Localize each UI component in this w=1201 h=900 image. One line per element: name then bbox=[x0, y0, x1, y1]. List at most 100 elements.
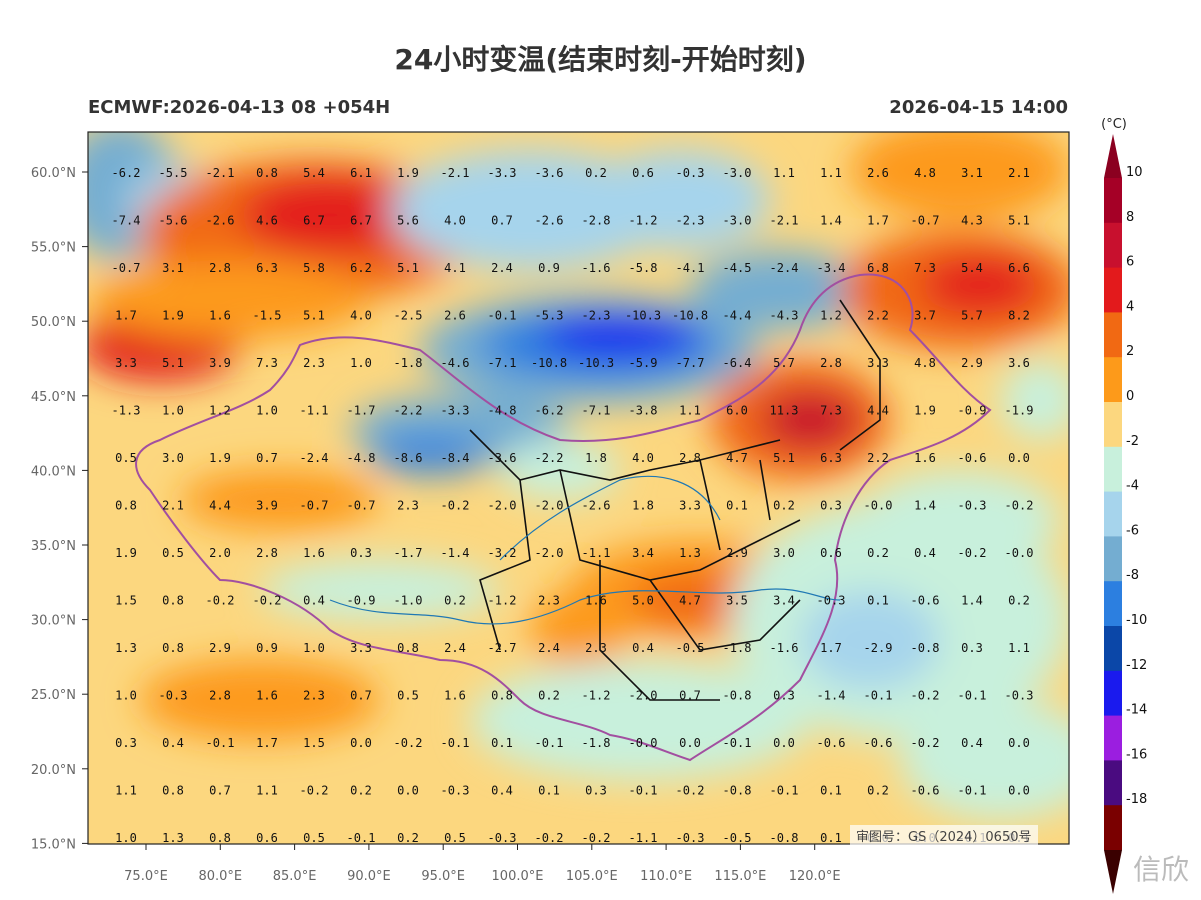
grid-value: -0.6 bbox=[911, 594, 940, 608]
grid-value: 2.8 bbox=[209, 261, 231, 275]
grid-value: -0.5 bbox=[676, 641, 705, 655]
lon-tick-label: 120.0°E bbox=[789, 869, 841, 884]
grid-value: 6.2 bbox=[350, 261, 372, 275]
grid-value: 2.1 bbox=[162, 499, 184, 513]
grid-value: 1.6 bbox=[444, 689, 466, 703]
colorbar: (°C) 10 8 6 4 2 0 -2 -4 -6 -8 -10 -12 -14 -16 -18 bbox=[1101, 117, 1147, 894]
grid-value: -0.1 bbox=[723, 736, 752, 750]
valid-time-label: 2026-04-15 14:00 bbox=[889, 97, 1068, 118]
grid-value: -0.1 bbox=[535, 736, 564, 750]
grid-value: -5.9 bbox=[629, 356, 658, 370]
grid-value: -2.4 bbox=[770, 261, 799, 275]
grid-value: -4.4 bbox=[723, 309, 752, 323]
grid-value: 2.4 bbox=[444, 641, 466, 655]
grid-value: -0.2 bbox=[1005, 499, 1034, 513]
grid-value: -4.3 bbox=[770, 309, 799, 323]
country-boundary bbox=[135, 273, 992, 762]
grid-value: 3.9 bbox=[209, 356, 231, 370]
grid-value: 0.0 bbox=[679, 736, 701, 750]
grid-value: 0.7 bbox=[491, 214, 513, 228]
grid-value: 0.8 bbox=[162, 784, 184, 798]
grid-value: 1.3 bbox=[162, 831, 184, 845]
grid-value: 1.0 bbox=[162, 404, 184, 418]
grid-value: 1.1 bbox=[256, 784, 278, 798]
grid-value: -4.8 bbox=[347, 451, 376, 465]
grid-value: -2.0 bbox=[488, 499, 517, 513]
lon-tick-label: 85.0°E bbox=[273, 869, 317, 884]
grid-value: -0.2 bbox=[911, 689, 940, 703]
grid-value: -0.2 bbox=[958, 546, 987, 560]
grid-value: 0.9 bbox=[256, 641, 278, 655]
grid-value: -0.8 bbox=[723, 689, 752, 703]
colorbar-label: 0 bbox=[1126, 389, 1134, 404]
grid-value: 1.9 bbox=[397, 166, 419, 180]
lat-tick-label: 40.0°N bbox=[31, 464, 76, 479]
grid-value: 0.2 bbox=[538, 689, 560, 703]
grid-value: -3.8 bbox=[629, 404, 658, 418]
colorbar-segment bbox=[1104, 222, 1122, 269]
grid-value: -0.2 bbox=[206, 594, 235, 608]
grid-value: 1.1 bbox=[820, 166, 842, 180]
grid-value: -1.1 bbox=[300, 404, 329, 418]
grid-value: 2.3 bbox=[303, 356, 325, 370]
grid-value: -0.6 bbox=[958, 451, 987, 465]
grid-value: 1.8 bbox=[585, 451, 607, 465]
grid-value: 4.0 bbox=[350, 309, 372, 323]
grid-value: 2.3 bbox=[585, 641, 607, 655]
grid-value: 0.7 bbox=[350, 689, 372, 703]
grid-value: -0.1 bbox=[441, 736, 470, 750]
grid-value: -1.8 bbox=[394, 356, 423, 370]
colorbar-segment bbox=[1104, 760, 1122, 806]
colorbar-label: -8 bbox=[1126, 568, 1139, 583]
colorbar-segment bbox=[1104, 178, 1122, 224]
colorbar-label: -14 bbox=[1126, 703, 1147, 718]
grid-value: -0.2 bbox=[441, 499, 470, 513]
grid-value: -1.1 bbox=[629, 831, 658, 845]
grid-value: -0.2 bbox=[676, 784, 705, 798]
grid-value: -1.6 bbox=[770, 641, 799, 655]
grid-value: 4.8 bbox=[914, 356, 936, 370]
grid-value: -0.8 bbox=[911, 641, 940, 655]
grid-value: 4.7 bbox=[679, 594, 701, 608]
grid-value: 3.0 bbox=[773, 546, 795, 560]
grid-value: -2.0 bbox=[535, 546, 564, 560]
colorbar-segment bbox=[1104, 402, 1122, 448]
grid-value: 0.3 bbox=[961, 641, 983, 655]
grid-value: -2.5 bbox=[394, 309, 423, 323]
grid-value: 5.1 bbox=[303, 309, 325, 323]
map-title: 24小时变温(结束时刻-开始时刻) bbox=[394, 43, 807, 76]
colorbar-label: -12 bbox=[1126, 658, 1147, 673]
grid-value: 1.9 bbox=[209, 451, 231, 465]
grid-value: 4.1 bbox=[444, 261, 466, 275]
grid-value: -5.6 bbox=[159, 214, 188, 228]
grid-value: 1.9 bbox=[162, 309, 184, 323]
grid-value: 5.4 bbox=[961, 261, 983, 275]
grid-value: -0.7 bbox=[112, 261, 141, 275]
grid-value: 1.2 bbox=[820, 309, 842, 323]
grid-value: 6.1 bbox=[350, 166, 372, 180]
grid-value: -4.1 bbox=[676, 261, 705, 275]
colorbar-segment bbox=[1104, 536, 1122, 582]
grid-value: 0.8 bbox=[491, 689, 513, 703]
grid-value: 0.4 bbox=[914, 546, 936, 560]
rivers bbox=[329, 475, 841, 625]
lat-tick-label: 20.0°N bbox=[31, 763, 76, 778]
grid-value: -4.5 bbox=[723, 261, 752, 275]
grid-value: -1.4 bbox=[441, 546, 470, 560]
grid-value: -5.8 bbox=[629, 261, 658, 275]
colorbar-label: -18 bbox=[1126, 792, 1147, 807]
grid-value: 1.0 bbox=[303, 641, 325, 655]
grid-value: -3.6 bbox=[535, 166, 564, 180]
grid-value: -2.1 bbox=[770, 214, 799, 228]
grid-value: 0.8 bbox=[162, 641, 184, 655]
grid-value: -8.4 bbox=[441, 451, 470, 465]
grid-value: 0.6 bbox=[256, 831, 278, 845]
grid-value: 3.6 bbox=[1008, 356, 1030, 370]
grid-value: -0.3 bbox=[676, 831, 705, 845]
grid-value: -3.0 bbox=[723, 166, 752, 180]
grid-value: 7.3 bbox=[256, 356, 278, 370]
grid-value: 0.8 bbox=[256, 166, 278, 180]
grid-value: 3.4 bbox=[632, 546, 654, 560]
grid-value: 0.3 bbox=[350, 546, 372, 560]
grid-value: 11.3 bbox=[770, 404, 799, 418]
